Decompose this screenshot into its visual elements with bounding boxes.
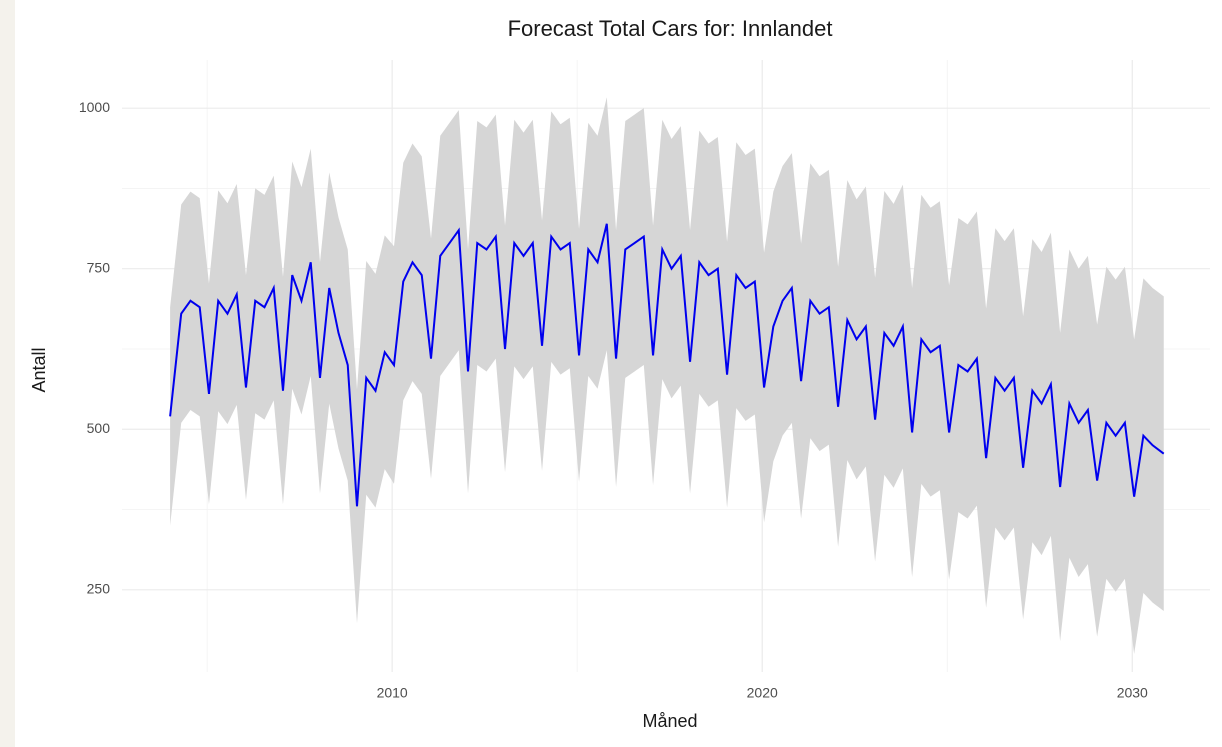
x-axis-label: Måned xyxy=(642,711,697,731)
y-tick-label: 500 xyxy=(87,420,111,436)
x-tick-label: 2030 xyxy=(1117,685,1148,701)
x-tick-label: 2020 xyxy=(747,685,778,701)
chart-title: Forecast Total Cars for: Innlandet xyxy=(508,16,833,41)
forecast-band xyxy=(170,97,1164,655)
y-tick-label: 250 xyxy=(87,581,111,597)
y-tick-label: 1000 xyxy=(79,99,110,115)
y-axis-label: Antall xyxy=(29,347,49,392)
y-tick-label: 750 xyxy=(87,259,111,275)
x-tick-label: 2010 xyxy=(377,685,408,701)
side-strip xyxy=(0,0,15,747)
forecast-line xyxy=(169,223,1165,507)
